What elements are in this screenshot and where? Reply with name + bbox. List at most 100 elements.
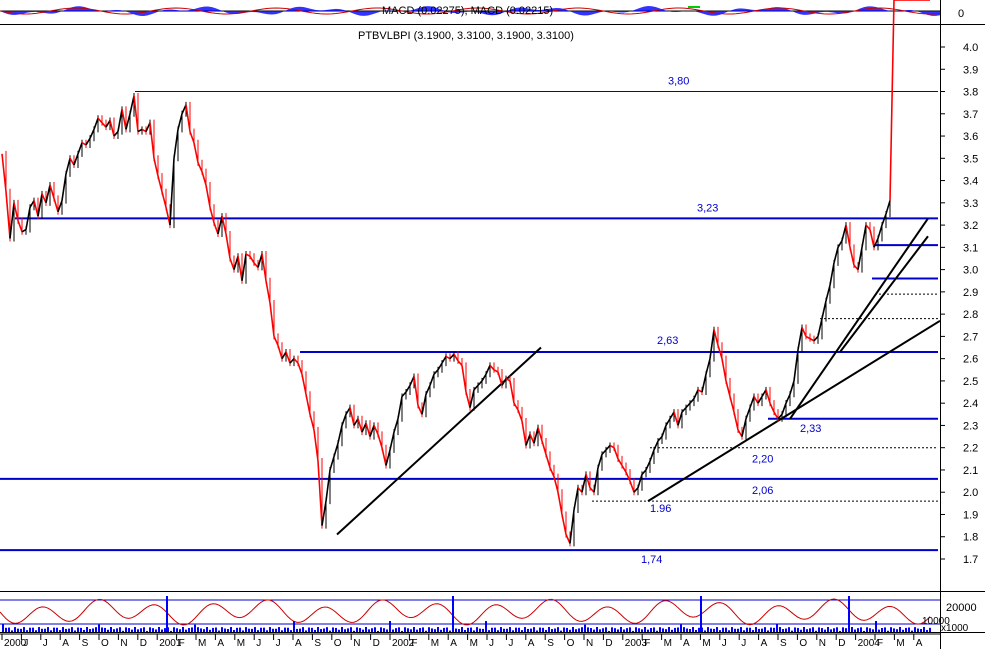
volume-bar xyxy=(71,627,73,632)
level-label: 3,80 xyxy=(668,76,689,88)
price-segment xyxy=(757,396,763,404)
y-tick-label: 3.5 xyxy=(963,153,978,165)
price-segment xyxy=(281,351,287,360)
volume-bar xyxy=(212,627,214,632)
level-label: 1,74 xyxy=(641,554,662,566)
price-segment xyxy=(161,191,167,208)
volume-bar xyxy=(716,627,718,632)
volume-bar xyxy=(164,628,166,632)
price-segment xyxy=(169,158,175,226)
volume-bar xyxy=(869,628,871,632)
price-segment xyxy=(289,358,295,364)
volume-bar xyxy=(308,627,310,632)
volume-bar xyxy=(890,627,892,632)
volume-bar xyxy=(524,627,526,632)
volume-bar xyxy=(494,627,496,632)
price-segment xyxy=(205,184,211,208)
volume-bar xyxy=(446,627,448,632)
volume-bar xyxy=(413,627,415,632)
volume-bar xyxy=(533,627,535,632)
volume-bar xyxy=(437,627,439,632)
volume-bar xyxy=(203,629,205,632)
volume-bar xyxy=(236,627,238,632)
volume-bar xyxy=(605,627,607,632)
volume-bar xyxy=(152,628,154,632)
volume-tick-label-2: 10000 xyxy=(922,616,950,627)
price-segment xyxy=(285,351,291,364)
volume-bar xyxy=(602,628,604,632)
volume-bar xyxy=(596,627,598,632)
volume-bar xyxy=(704,630,706,632)
volume-bar xyxy=(686,628,688,632)
volume-bar xyxy=(104,627,106,632)
volume-bar xyxy=(893,628,895,632)
volume-bar xyxy=(512,630,514,632)
price-segment xyxy=(389,431,395,451)
x-tick-label: F xyxy=(877,638,883,649)
y-tick-label: 3.3 xyxy=(963,198,978,210)
price-segment xyxy=(461,365,467,393)
y-tick-label: 2.7 xyxy=(963,331,978,343)
volume-bar xyxy=(905,627,907,632)
price-segment xyxy=(481,373,487,382)
level-label: 2,06 xyxy=(752,485,773,497)
price-segment xyxy=(585,474,591,488)
volume-bar xyxy=(917,628,919,632)
price-segment xyxy=(669,411,675,420)
price-segment xyxy=(681,407,687,413)
trendline xyxy=(336,346,542,536)
volume-bar xyxy=(557,627,559,632)
volume-bar xyxy=(194,624,196,632)
y-tick-label: 1.8 xyxy=(963,532,978,544)
volume-bar xyxy=(410,629,412,632)
volume-bar xyxy=(5,627,7,632)
volume-bar xyxy=(251,628,253,632)
volume-bar xyxy=(881,628,883,632)
price-segment xyxy=(529,434,535,444)
y-tick-label: 2.2 xyxy=(963,443,978,455)
price-segment xyxy=(493,369,499,373)
volume-bar xyxy=(806,629,808,632)
price-segment xyxy=(393,418,399,433)
price-segment xyxy=(465,391,471,408)
volume-bar xyxy=(374,627,376,632)
volume-bar xyxy=(644,627,646,632)
price-segment xyxy=(857,247,863,270)
volume-bar xyxy=(107,629,109,632)
volume-bar xyxy=(26,630,28,632)
volume-bar xyxy=(197,627,199,632)
price-segment xyxy=(533,427,539,444)
price-segment xyxy=(273,336,279,346)
volume-bar xyxy=(8,627,10,632)
price-segment xyxy=(421,394,427,415)
volume-bar xyxy=(572,627,574,632)
volume-bar xyxy=(434,629,436,632)
price-segment xyxy=(137,128,143,133)
price-segment xyxy=(501,378,507,386)
price-segment xyxy=(177,113,183,130)
volume-bar xyxy=(350,627,352,632)
volume-bar xyxy=(527,628,529,632)
volume-bar xyxy=(749,627,751,632)
x-tick-label: A xyxy=(528,638,535,649)
price-segment xyxy=(649,449,655,462)
volume-bar xyxy=(563,627,565,632)
price-segment xyxy=(73,153,79,166)
price-segment xyxy=(597,454,603,468)
price-segment xyxy=(577,487,583,493)
price-segment xyxy=(601,449,607,455)
volume-bar xyxy=(326,627,328,632)
volume-bar xyxy=(506,628,508,632)
volume-bar xyxy=(479,628,481,632)
volume-bar xyxy=(677,627,679,632)
volume-bar xyxy=(641,629,643,632)
volume-bar xyxy=(80,627,82,632)
price-segment xyxy=(65,158,71,175)
price-segment xyxy=(753,396,759,404)
price-segment xyxy=(381,447,387,466)
volume-bar xyxy=(341,627,343,632)
volume-bar xyxy=(614,628,616,632)
price-segment xyxy=(1,153,7,192)
volume-bar xyxy=(719,630,721,632)
price-segment xyxy=(705,358,711,375)
